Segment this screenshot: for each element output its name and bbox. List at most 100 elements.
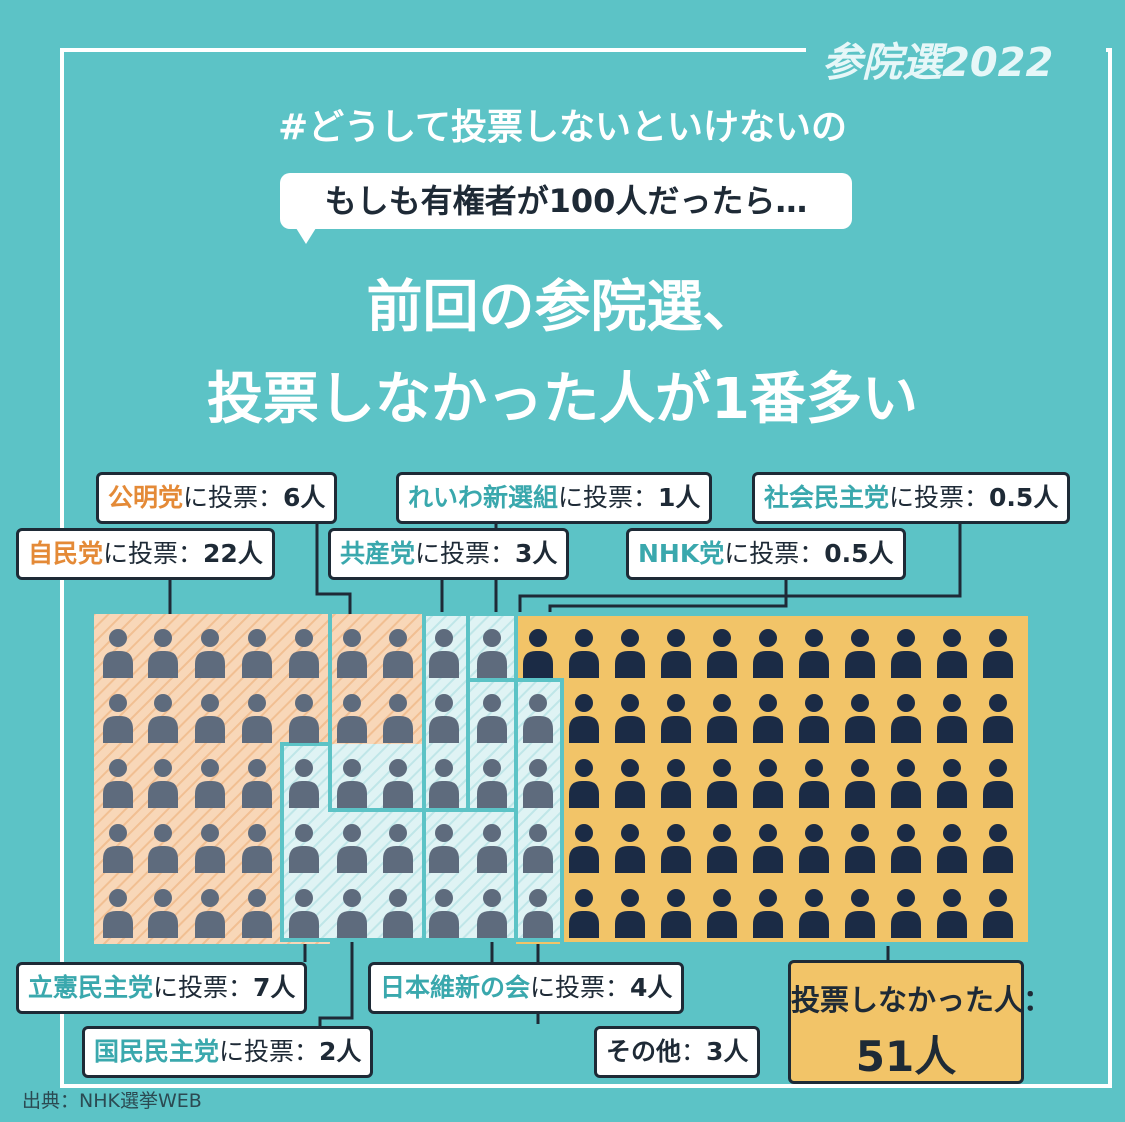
nonvoter-count: 51人 [855, 1032, 957, 1081]
label-ishin-party: 日本維新の会 [380, 973, 531, 1002]
person-icon [242, 694, 272, 743]
nonvoter-title: 投票しなかった人： [791, 977, 1052, 1019]
person-icon [891, 759, 921, 808]
person-icon [661, 889, 691, 938]
person-icon [937, 889, 967, 938]
person-icon [891, 629, 921, 678]
person-icon [661, 824, 691, 873]
person-icon [799, 824, 829, 873]
person-icon [383, 629, 413, 678]
person-icon [799, 629, 829, 678]
person-icon [429, 629, 459, 678]
person-icon [707, 629, 737, 678]
person-icon [937, 759, 967, 808]
person-icon [615, 889, 645, 938]
person-icon [845, 759, 875, 808]
person-icon [429, 824, 459, 873]
person-icon [753, 759, 783, 808]
person-icon [103, 889, 133, 938]
person-icon [195, 629, 225, 678]
person-icon [983, 889, 1013, 938]
person-icon [337, 629, 367, 678]
person-icon [523, 824, 553, 873]
label-rikken-party: 立憲民主党 [28, 973, 154, 1002]
label-kyosan-count: 3人 [515, 539, 558, 568]
label-nhk: NHK党に投票：0.5人 [626, 528, 906, 580]
person-icon [383, 694, 413, 743]
headline-line-2: 投票しなかった人が1番多い [207, 367, 918, 432]
person-icon [569, 629, 599, 678]
label-rikken-suffix: に投票： [153, 973, 254, 1002]
person-icon [477, 889, 507, 938]
label-reiwa-suffix: に投票： [558, 483, 659, 512]
label-shamin-suffix: に投票： [889, 483, 990, 512]
person-icon [429, 759, 459, 808]
person-icon [148, 824, 178, 873]
person-icon [337, 759, 367, 808]
person-icon [615, 824, 645, 873]
person-icon [753, 889, 783, 938]
person-icon [289, 629, 319, 678]
person-icon [845, 889, 875, 938]
label-shamin: 社会民主党に投票：0.5人 [752, 472, 1071, 524]
person-icon [148, 759, 178, 808]
person-icon [845, 824, 875, 873]
person-icon [429, 889, 459, 938]
person-icon [148, 889, 178, 938]
label-kokumin: 国民民主党に投票：2人 [82, 1026, 374, 1078]
person-icon [891, 694, 921, 743]
label-komei-count: 6人 [283, 483, 326, 512]
person-icon [477, 694, 507, 743]
person-icon [937, 824, 967, 873]
person-icon [242, 824, 272, 873]
person-icon [383, 824, 413, 873]
person-icon [569, 759, 599, 808]
person-icon [337, 824, 367, 873]
person-icon [661, 759, 691, 808]
person-icon [195, 824, 225, 873]
person-icon [799, 694, 829, 743]
person-icon [615, 759, 645, 808]
person-icon [477, 759, 507, 808]
person-icon [103, 694, 133, 743]
person-icon [337, 889, 367, 938]
label-kokumin-count: 2人 [319, 1037, 362, 1066]
nonvoter-suffix: ： [1023, 983, 1053, 1017]
hashtag: #どうして投票しないといけないの [277, 107, 848, 148]
person-icon [569, 824, 599, 873]
label-ishin: 日本維新の会に投票：4人 [368, 962, 685, 1014]
label-shamin-party: 社会民主党 [764, 483, 890, 512]
label-reiwa-party: れいわ新選組 [408, 483, 559, 512]
label-kokumin-party: 国民民主党 [94, 1037, 220, 1066]
person-icon [799, 889, 829, 938]
person-icon [753, 629, 783, 678]
person-icon [523, 629, 553, 678]
person-icon [477, 629, 507, 678]
brand-title: 参院選2022 [822, 40, 1054, 86]
label-nhk-count: 0.5人 [824, 539, 894, 568]
person-icon [523, 694, 553, 743]
person-icon [148, 694, 178, 743]
person-icon [383, 889, 413, 938]
label-rikken: 立憲民主党に投票：7人 [16, 962, 308, 1014]
person-icon [242, 889, 272, 938]
person-icon [983, 759, 1013, 808]
label-ishin-suffix: に投票： [530, 973, 631, 1002]
person-icon [103, 629, 133, 678]
person-icon [289, 824, 319, 873]
label-nhk-suffix: に投票： [724, 539, 825, 568]
person-icon [103, 759, 133, 808]
label-ldp-party: 自民党 [28, 539, 104, 568]
label-komei: 公明党に投票：6人 [96, 472, 338, 524]
source-credit: 出典：NHK選挙WEB [22, 1090, 202, 1112]
label-ldp-count: 22人 [203, 539, 263, 568]
nonvoter-callout: 投票しなかった人： 51人 [788, 960, 1052, 1084]
person-icon [523, 889, 553, 938]
group-outline-6 [514, 612, 1032, 946]
label-rikken-count: 7人 [253, 973, 296, 1002]
label-other-party: その他 [606, 1037, 682, 1066]
label-kokumin-suffix: に投票： [219, 1037, 320, 1066]
person-icon [799, 759, 829, 808]
person-icon [891, 824, 921, 873]
